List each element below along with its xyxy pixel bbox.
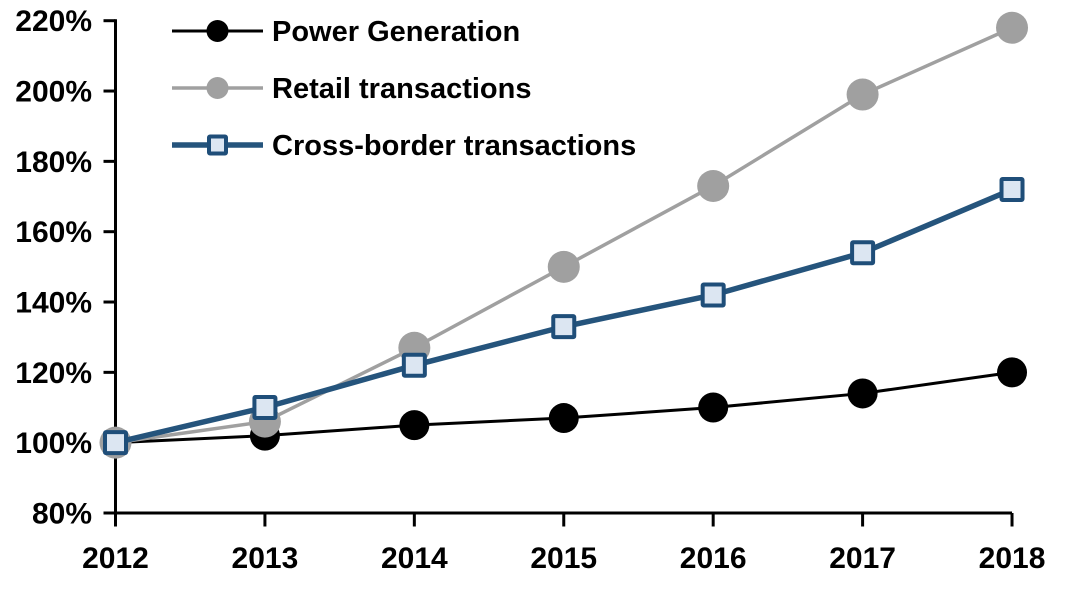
legend-label-retail-transactions: Retail transactions (272, 73, 531, 105)
marker-power-generation-2018 (997, 357, 1028, 388)
legend-marker-retail-transactions (206, 77, 229, 99)
marker-cross-border-transactions-2012 (103, 430, 128, 456)
x-tick-label: 2012 (82, 542, 149, 575)
marker-power-generation-2016 (698, 392, 729, 423)
legend-item-cross-border-transactions: Cross-border transactions (172, 130, 636, 162)
y-tick-label: 200% (15, 76, 92, 109)
legend-label-power-generation: Power Generation (272, 16, 520, 48)
y-tick-label: 160% (15, 216, 92, 249)
legend: Power Generation Retail transactions Cross… (172, 16, 636, 162)
marker-power-generation-2014 (399, 410, 430, 441)
x-axis-ticks: 2012 2013 2014 2015 2016 2017 2018 (82, 513, 1045, 575)
x-tick-label: 2013 (232, 542, 299, 575)
series-cross-border-transactions (103, 176, 1025, 456)
x-tick-label: 2018 (979, 542, 1046, 575)
x-tick-label: 2014 (381, 542, 448, 575)
marker-retail-transactions-2017 (846, 78, 879, 111)
y-tick-label: 140% (15, 287, 92, 320)
marker-cross-border-transactions-2015 (551, 314, 577, 340)
y-tick-label: 80% (32, 498, 92, 531)
marker-cross-border-transactions-2014 (401, 352, 427, 378)
x-tick-label: 2017 (829, 542, 896, 575)
marker-cross-border-transactions-2013 (252, 395, 278, 421)
legend-marker-power-generation (206, 20, 229, 42)
marker-retail-transactions-2018 (996, 11, 1029, 44)
y-tick-label: 100% (15, 427, 92, 460)
legend-marker-cross-border-transactions (207, 134, 228, 156)
y-tick-label: 120% (15, 357, 92, 390)
legend-label-cross-border-transactions: Cross-border transactions (272, 130, 636, 162)
x-tick-label: 2016 (680, 542, 747, 575)
legend-item-power-generation: Power Generation (172, 16, 520, 48)
marker-cross-border-transactions-2018 (999, 176, 1025, 202)
y-axis-ticks: 80% 100% 120% 140% 160% 180% 200% 220% (15, 5, 116, 531)
marker-cross-border-transactions-2017 (850, 240, 876, 266)
marker-retail-transactions-2016 (697, 169, 730, 202)
marker-cross-border-transactions-2016 (700, 282, 726, 308)
marker-power-generation-2015 (548, 403, 579, 434)
legend-item-retail-transactions: Retail transactions (172, 73, 531, 105)
series-power-generation (100, 357, 1028, 458)
y-tick-label: 220% (15, 5, 92, 38)
marker-retail-transactions-2015 (547, 250, 580, 283)
marker-power-generation-2017 (847, 378, 878, 409)
series-retail-transactions (99, 11, 1029, 459)
y-tick-label: 180% (15, 146, 92, 179)
x-tick-label: 2015 (530, 542, 597, 575)
